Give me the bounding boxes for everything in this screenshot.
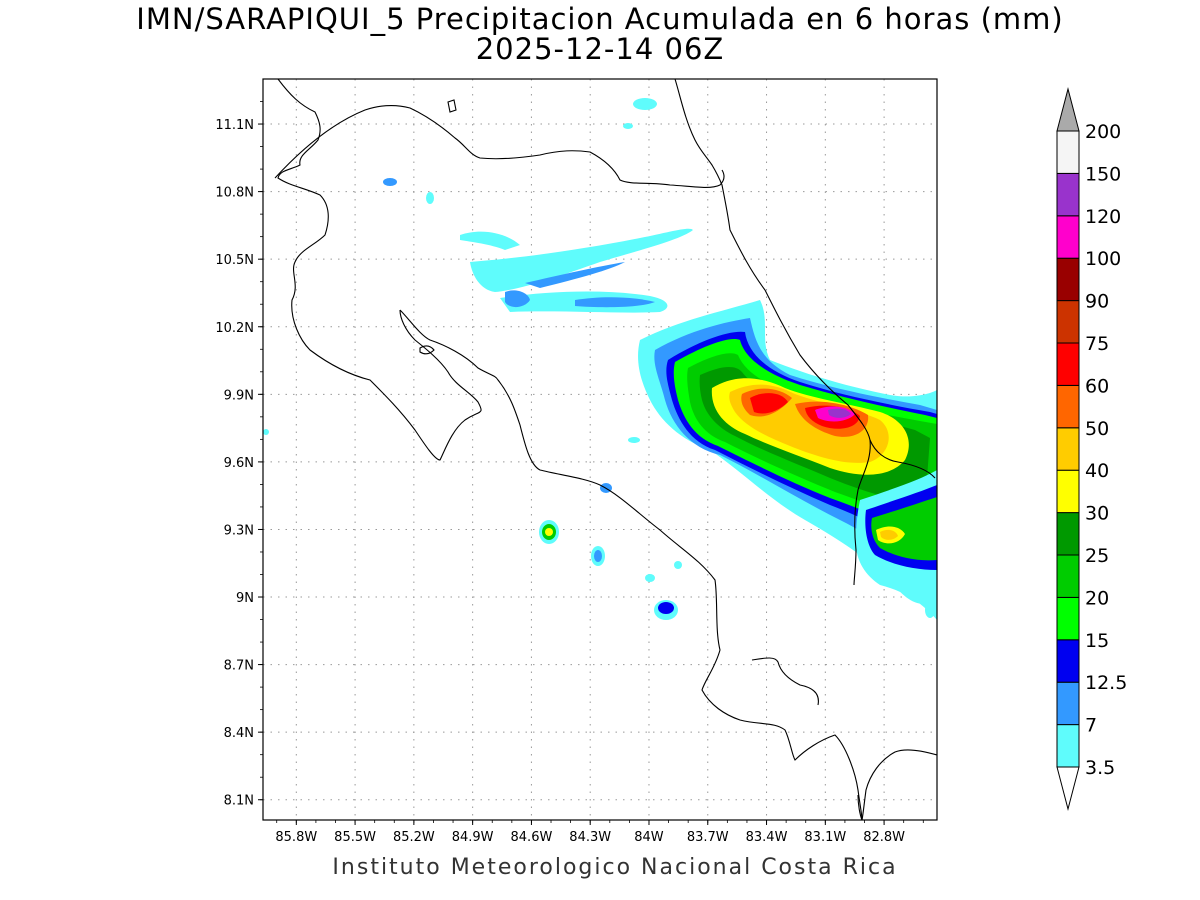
colorbar-label: 90 <box>1085 291 1109 313</box>
precip-cell <box>545 528 553 536</box>
credit-text: Instituto Meteorologico Nacional Costa R… <box>332 855 898 880</box>
colorbar-segment <box>1056 130 1080 174</box>
coastline-panama-east <box>861 749 937 820</box>
colorbar-label: 75 <box>1085 333 1109 355</box>
colorbar-segment <box>1056 300 1080 344</box>
lon-tick-label: 85.2W <box>393 830 435 845</box>
border-panama <box>853 439 871 586</box>
map-valid-time: 2025-12-14 06Z <box>475 32 725 66</box>
precip-cell <box>925 602 935 618</box>
precip-band-north <box>525 262 625 288</box>
colorbar-under-triangle <box>1056 766 1080 811</box>
precip-core <box>750 393 788 414</box>
precip-cell <box>645 574 655 582</box>
colorbar-label: 50 <box>1085 418 1109 440</box>
lon-tick-label: 85.8W <box>275 830 317 845</box>
precipitation-field <box>263 98 937 620</box>
coastline <box>274 79 937 820</box>
lat-tick-label: 8.7N <box>224 659 254 674</box>
colorbar-label: 25 <box>1085 545 1109 567</box>
lat-tick-label: 10.8N <box>215 186 254 201</box>
precip-band-north <box>505 290 530 308</box>
colorbar-label: 30 <box>1085 503 1109 525</box>
precip-core <box>828 408 851 418</box>
colorbar-segment <box>1056 724 1080 768</box>
lon-tick-label: 83.7W <box>687 830 729 845</box>
colorbar-segment <box>1056 469 1080 514</box>
colorbar-label: 7 <box>1085 715 1097 737</box>
lat-tick-label: 9.3N <box>224 523 254 538</box>
colorbar-segment <box>1056 681 1080 726</box>
lon-tick-label: 82.8W <box>863 830 905 845</box>
lat-tick-label: 9.6N <box>224 456 254 471</box>
colorbar: 3.5 7 12.5 15 20 25 30 40 50 60 75 90 100 120 150 200 <box>1056 87 1127 811</box>
coastline-lake <box>419 345 435 355</box>
lon-tick-label: 83.1W <box>804 830 846 845</box>
colorbar-segment <box>1056 342 1080 386</box>
coastline-caribbean <box>674 79 936 479</box>
colorbar-over-triangle <box>1056 87 1080 132</box>
lon-tick-label: 84.9W <box>452 830 494 845</box>
lat-tick-label: 8.1N <box>224 794 254 809</box>
lat-tick-label: 11.1N <box>215 118 254 133</box>
colorbar-segment <box>1056 257 1080 302</box>
coastline-osa <box>751 657 819 706</box>
precip-band-north <box>575 297 655 308</box>
colorbar-segment <box>1056 512 1080 556</box>
colorbar-label: 12.5 <box>1085 672 1127 694</box>
lat-tick-label: 9N <box>236 591 254 606</box>
colorbar-label: 120 <box>1085 206 1121 228</box>
colorbar-segment <box>1056 384 1080 429</box>
precip-cell <box>658 602 674 614</box>
colorbar-label: 100 <box>1085 248 1121 270</box>
precip-cell <box>628 437 640 443</box>
border-nicaragua <box>274 105 725 189</box>
colorbar-segment <box>1056 427 1080 471</box>
coastline-island <box>447 99 457 113</box>
colorbar-segment <box>1056 554 1080 598</box>
precip-cell <box>263 429 269 435</box>
coastline-nicoya <box>399 309 863 820</box>
lon-tick-label: 84.6W <box>511 830 553 845</box>
coastline-north <box>277 79 482 461</box>
longitude-axis: 85.8W 85.5W 85.2W 84.9W 84.6W 84.3W 84W 83.7W 83… <box>275 820 924 845</box>
colorbar-label: 150 <box>1085 163 1121 185</box>
colorbar-label: 15 <box>1085 630 1109 652</box>
precip-cell <box>594 550 602 562</box>
latitude-axis: 11.1N 10.8N 10.5N 10.2N 9.9N 9.6N 9.3N 9N 8.7N 8.… <box>215 101 263 809</box>
precip-cell <box>623 123 633 129</box>
lon-tick-label: 85.5W <box>334 830 376 845</box>
precip-band-north <box>460 231 520 250</box>
map-title: IMN/SARAPIQUI_5 Precipitacion Acumulada … <box>136 2 1064 36</box>
precip-core-south <box>871 497 937 561</box>
precip-cell <box>426 192 434 204</box>
colorbar-segment <box>1056 639 1080 683</box>
lat-tick-label: 10.5N <box>215 253 254 268</box>
colorbar-segment <box>1056 596 1080 641</box>
map-frame <box>262 78 938 821</box>
colorbar-label: 3.5 <box>1085 757 1115 779</box>
colorbar-label: 20 <box>1085 587 1109 609</box>
coastline-southeast <box>857 794 863 820</box>
precip-cell <box>674 561 682 569</box>
colorbar-segment <box>1056 215 1080 259</box>
precip-band-north <box>470 228 693 292</box>
lat-tick-label: 8.4N <box>224 726 254 741</box>
colorbar-segment <box>1056 172 1080 217</box>
lon-tick-label: 84W <box>634 830 664 845</box>
colorbar-label: 40 <box>1085 460 1109 482</box>
lat-tick-label: 10.2N <box>215 321 254 336</box>
colorbar-label: 200 <box>1085 121 1121 143</box>
lon-tick-label: 83.4W <box>746 830 788 845</box>
precip-core-south <box>880 529 898 540</box>
lon-tick-label: 84.3W <box>569 830 611 845</box>
lat-tick-label: 9.9N <box>224 388 254 403</box>
colorbar-label: 60 <box>1085 375 1109 397</box>
precip-cell <box>383 178 397 186</box>
precip-cell <box>633 98 657 110</box>
